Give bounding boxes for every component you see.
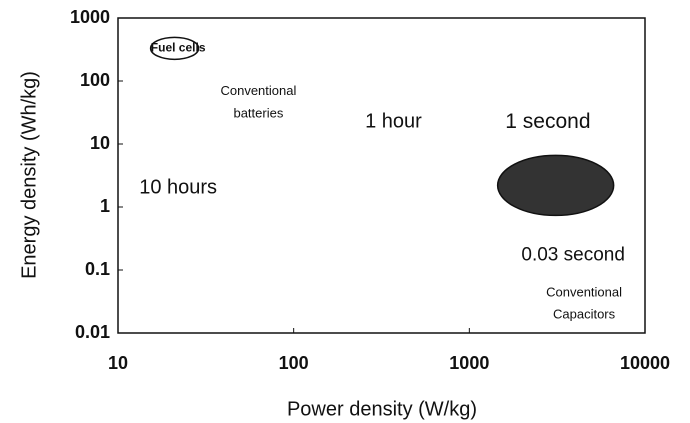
annotation: 1 second [505,110,590,133]
annotation: batteries [233,105,283,120]
x-tick-label: 1000 [449,353,489,373]
y-tick-label: 10 [90,133,110,153]
annotation: 10 hours [139,176,217,198]
annotation: Capacitors [553,306,616,321]
y-tick-label: 0.01 [75,322,110,342]
annotation: Fuel cells [151,41,206,55]
annotation: 0.03 second [521,244,625,265]
y-tick-label: 1000 [70,7,110,27]
y-tick-label: 1 [100,196,110,216]
region [149,36,200,61]
annotation: Conventional [220,83,296,98]
region [496,154,615,217]
y-tick-label: 0.1 [85,259,110,279]
y-tick-label: 100 [80,70,110,90]
x-tick-label: 100 [279,353,309,373]
annotation: 1 hour [365,111,422,133]
plot-frame [117,17,646,334]
x-axis-label: Power density (W/kg) [287,398,477,420]
x-tick-label: 10 [108,353,128,373]
x-tick-label: 10000 [620,353,670,373]
y-axis-label: Energy density (Wh/kg) [18,71,40,279]
annotation: Conventional [546,284,622,299]
